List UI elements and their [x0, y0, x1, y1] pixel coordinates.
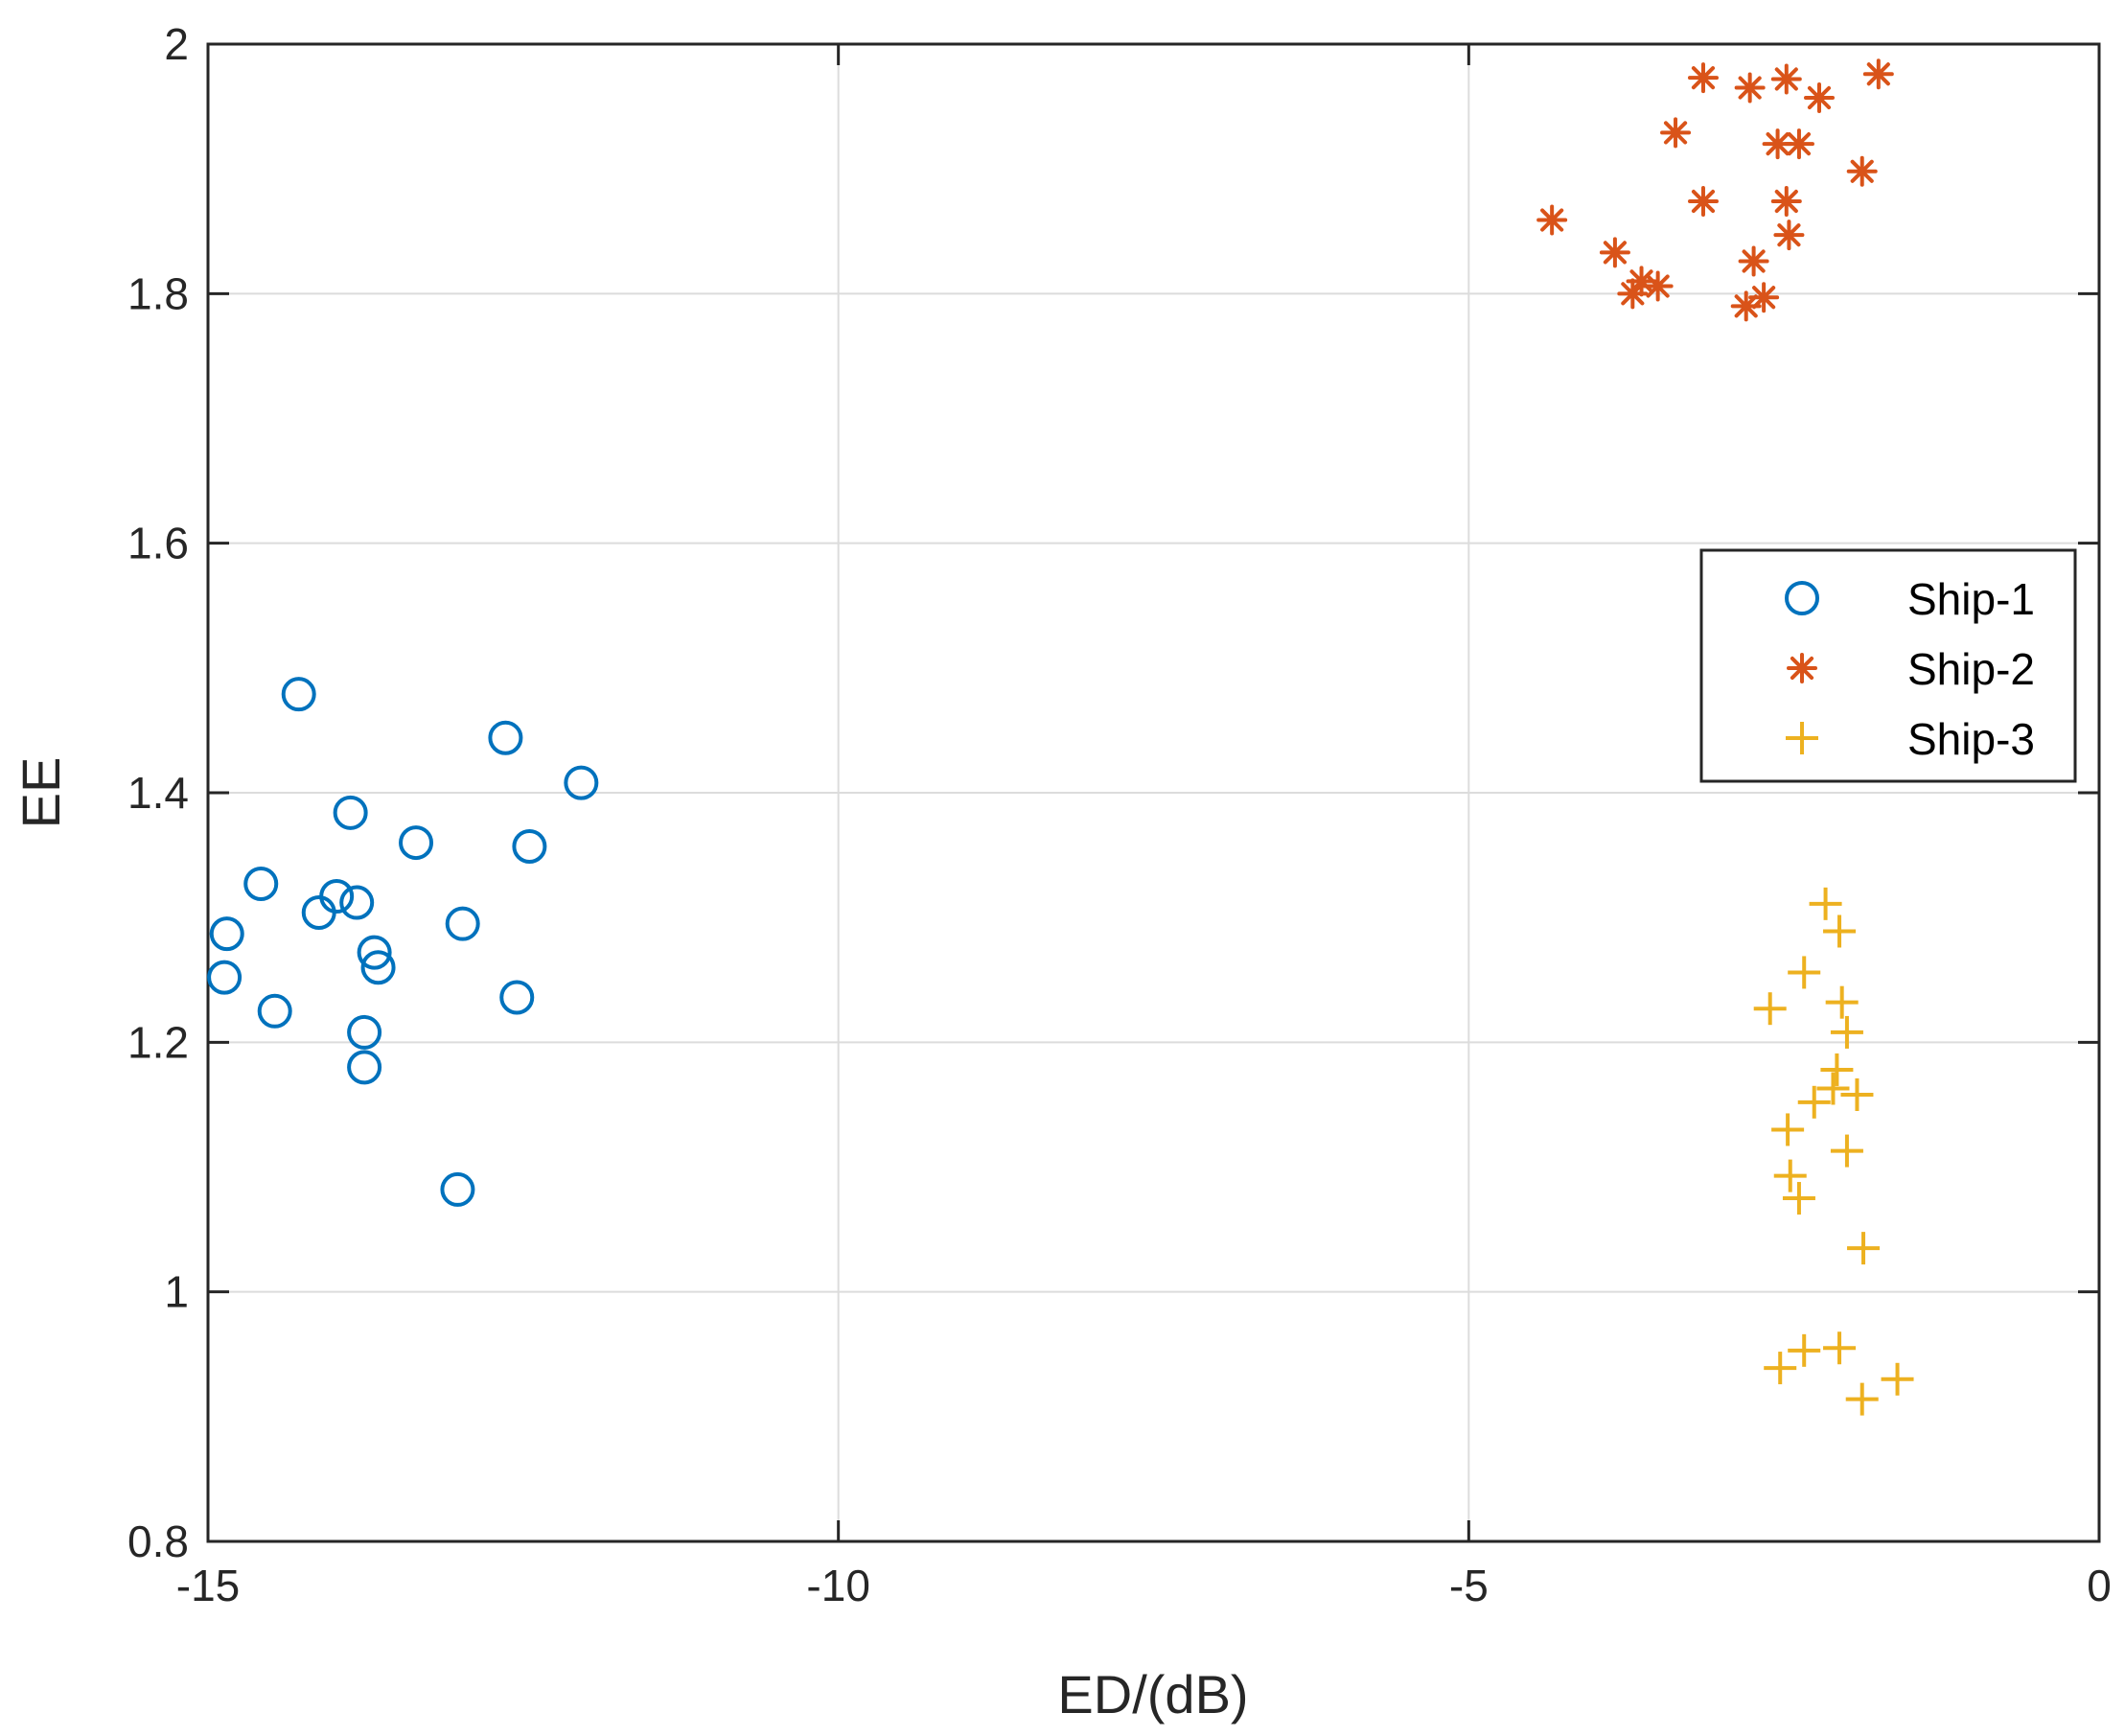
- y-tick-label: 1.2: [127, 1017, 189, 1067]
- y-tick-label: 0.8: [127, 1516, 189, 1566]
- data-point: [347, 1014, 382, 1050]
- y-axis-label: EE: [11, 757, 71, 829]
- series-ship-1: [207, 677, 599, 1207]
- data-point: [1862, 58, 1894, 90]
- data-point: [1773, 1159, 1807, 1192]
- legend-marker-ship-3: [1786, 722, 1818, 754]
- data-point: [1830, 1015, 1863, 1049]
- data-point: [301, 894, 336, 930]
- y-tick-label: 1.4: [127, 768, 189, 818]
- legend-marker-ship-2: [1787, 653, 1817, 683]
- data-point: [209, 916, 244, 952]
- data-point: [1770, 186, 1802, 218]
- data-point: [1845, 1382, 1879, 1416]
- data-point: [1847, 1232, 1881, 1265]
- legend: Ship-1 Ship-2 Ship-3: [1699, 548, 2077, 783]
- series-ship-3: [1753, 887, 1914, 1416]
- data-point: [1823, 914, 1857, 948]
- data-point: [339, 885, 375, 920]
- legend-box: [1699, 548, 2077, 783]
- data-point: [1771, 1113, 1805, 1146]
- data-point: [1881, 1362, 1914, 1396]
- legend-markers: [1785, 581, 1819, 754]
- data-point: [281, 677, 316, 712]
- x-tick-label: -15: [176, 1561, 240, 1610]
- y-tick-label: 1: [164, 1267, 189, 1317]
- x-tick-label: -5: [1449, 1561, 1489, 1610]
- data-point: [1734, 72, 1766, 104]
- data-point: [1617, 278, 1649, 310]
- data-point: [1687, 186, 1719, 218]
- data-point: [1773, 220, 1805, 251]
- data-point: [488, 720, 523, 755]
- data-point: [1782, 1182, 1815, 1215]
- data-point: [1830, 1134, 1863, 1168]
- data-point: [1825, 985, 1859, 1019]
- data-point: [445, 906, 480, 941]
- data-point: [243, 867, 279, 902]
- data-point: [1730, 290, 1762, 322]
- y-tick-label: 1.8: [127, 268, 189, 318]
- data-point: [1788, 1333, 1821, 1367]
- legend-label-ship-1: Ship-1: [1907, 574, 2035, 624]
- data-point: [1803, 81, 1835, 113]
- data-point: [1820, 1053, 1854, 1086]
- y-tick-label: 1.6: [127, 519, 189, 568]
- data-point: [499, 980, 535, 1015]
- data-point: [1816, 1072, 1850, 1105]
- data-point: [1840, 1078, 1874, 1112]
- data-point: [1642, 270, 1674, 302]
- data-point: [1797, 1085, 1831, 1119]
- legend-marker-ship-1: [1785, 581, 1819, 615]
- legend-label-ship-2: Ship-2: [1907, 644, 2035, 694]
- data-point: [1748, 282, 1780, 313]
- x-tick-label: -10: [806, 1561, 869, 1610]
- data-point: [1738, 245, 1769, 277]
- axis-ticks: -15 -10 -5 0 0.8 1 1.2 1.4 1.6 1.8 2: [127, 19, 2112, 1610]
- data-point: [257, 993, 292, 1029]
- series-ship-2: [1536, 58, 1894, 322]
- data-point: [399, 825, 434, 861]
- x-tick-label: 0: [2087, 1561, 2112, 1610]
- data-point: [1770, 63, 1802, 95]
- data-point: [1536, 204, 1568, 236]
- data-point: [564, 765, 599, 800]
- x-axis-label: ED/(dB): [1057, 1664, 1248, 1724]
- data-point: [512, 828, 547, 864]
- data-point: [1687, 62, 1719, 94]
- data-point: [333, 795, 368, 830]
- data-point: [347, 1050, 382, 1085]
- y-tick-label: 2: [164, 19, 189, 69]
- legend-label-ship-3: Ship-3: [1907, 714, 2035, 764]
- data-point: [440, 1171, 475, 1207]
- data-point: [1846, 155, 1878, 187]
- data-point: [360, 950, 396, 985]
- data-point: [1753, 992, 1787, 1026]
- data-markers: [207, 58, 1914, 1416]
- data-point: [207, 960, 243, 995]
- data-point: [1660, 117, 1692, 149]
- data-point: [1823, 1331, 1857, 1365]
- data-point: [357, 935, 392, 970]
- data-point: [1599, 237, 1630, 268]
- data-point: [1764, 1352, 1797, 1385]
- data-point: [1783, 128, 1814, 160]
- data-point: [1788, 956, 1821, 989]
- data-point: [1809, 887, 1842, 920]
